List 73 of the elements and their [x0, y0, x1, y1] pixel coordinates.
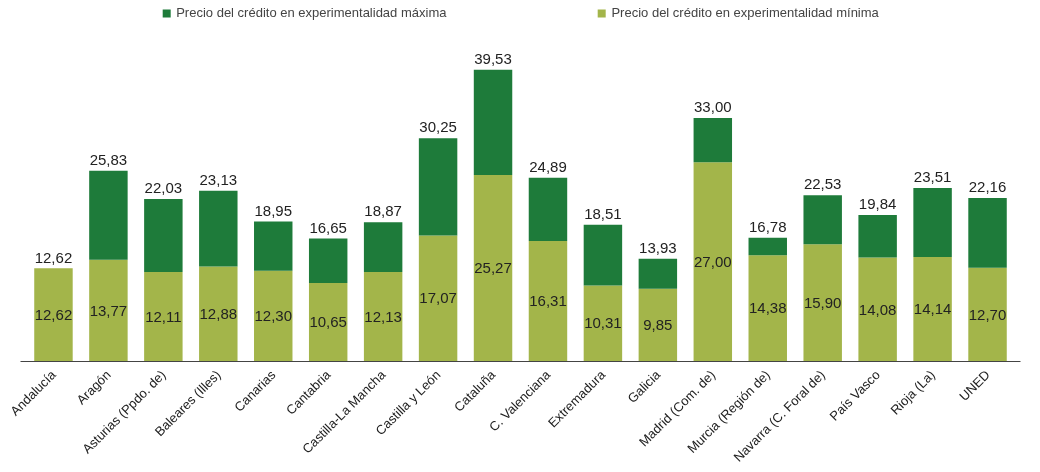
data-label: 14,08 — [858, 300, 897, 318]
bar — [968, 267, 1007, 362]
bar — [144, 198, 183, 273]
bar — [858, 215, 897, 258]
bar — [144, 272, 183, 362]
total-label: 13,93 — [639, 238, 677, 256]
bar — [199, 266, 238, 362]
bar — [693, 117, 733, 163]
bar — [528, 177, 568, 242]
data-label: 15,90 — [803, 293, 842, 311]
bar — [89, 259, 128, 362]
data-label: 12,62 — [34, 305, 73, 323]
bar — [583, 224, 623, 286]
bar — [968, 197, 1007, 268]
total-label: 16,78 — [748, 217, 787, 235]
bar — [803, 244, 842, 362]
bar — [638, 258, 678, 289]
total-label: 22,03 — [144, 179, 183, 197]
total-label: 30,25 — [419, 118, 457, 136]
total-label: 33,00 — [694, 98, 732, 116]
data-label: 14,14 — [913, 300, 952, 318]
total-label: 39,53 — [474, 49, 512, 67]
data-label: 12,70 — [968, 305, 1007, 323]
total-label: 19,84 — [858, 195, 897, 213]
bar — [89, 170, 128, 260]
data-label: 27,00 — [694, 252, 732, 270]
data-label: 10,65 — [309, 313, 347, 331]
total-label: 22,53 — [803, 175, 842, 193]
bar — [363, 222, 403, 272]
total-label: 18,95 — [254, 201, 293, 219]
total-label: 16,65 — [309, 218, 347, 236]
bar — [254, 270, 293, 362]
total-label: 25,83 — [89, 150, 128, 168]
bar — [803, 195, 842, 245]
bar — [528, 241, 568, 362]
bar — [913, 187, 952, 258]
data-label: 17,07 — [419, 289, 457, 307]
data-label: 12,30 — [254, 307, 293, 325]
legend-label: Precio del crédito en experimentalidad mínima — [611, 5, 879, 20]
bar — [473, 69, 513, 175]
total-label: 23,51 — [913, 168, 952, 186]
total-label: 22,16 — [968, 178, 1007, 196]
bar — [913, 257, 952, 362]
bar — [583, 285, 623, 362]
bar — [418, 138, 458, 236]
bar — [418, 235, 458, 362]
data-label: 9,85 — [643, 316, 673, 334]
data-label: 16,31 — [529, 292, 567, 310]
total-label: 18,87 — [364, 202, 402, 220]
data-label: 10,31 — [584, 314, 622, 332]
bar — [638, 288, 678, 362]
bar — [748, 237, 787, 256]
legend-label: Precio del crédito en experimentalidad máxima — [176, 5, 447, 20]
bar — [308, 282, 348, 362]
bar — [199, 190, 238, 267]
bar — [858, 257, 897, 362]
bar — [693, 162, 733, 362]
bar — [748, 255, 787, 362]
data-label: 13,77 — [89, 301, 128, 319]
data-label: 12,11 — [145, 307, 182, 325]
bar — [308, 238, 348, 283]
bar — [473, 174, 513, 362]
total-label: 18,51 — [584, 205, 622, 223]
total-label: 24,89 — [529, 157, 567, 175]
bar — [34, 268, 73, 362]
data-label: 12,13 — [364, 307, 402, 325]
bar — [363, 271, 403, 362]
total-label: 23,13 — [199, 170, 238, 188]
total-label: 12,62 — [34, 248, 73, 266]
bar — [254, 221, 293, 271]
data-label: 14,38 — [748, 299, 787, 317]
data-label: 25,27 — [474, 259, 512, 277]
data-label: 12,88 — [199, 304, 238, 322]
